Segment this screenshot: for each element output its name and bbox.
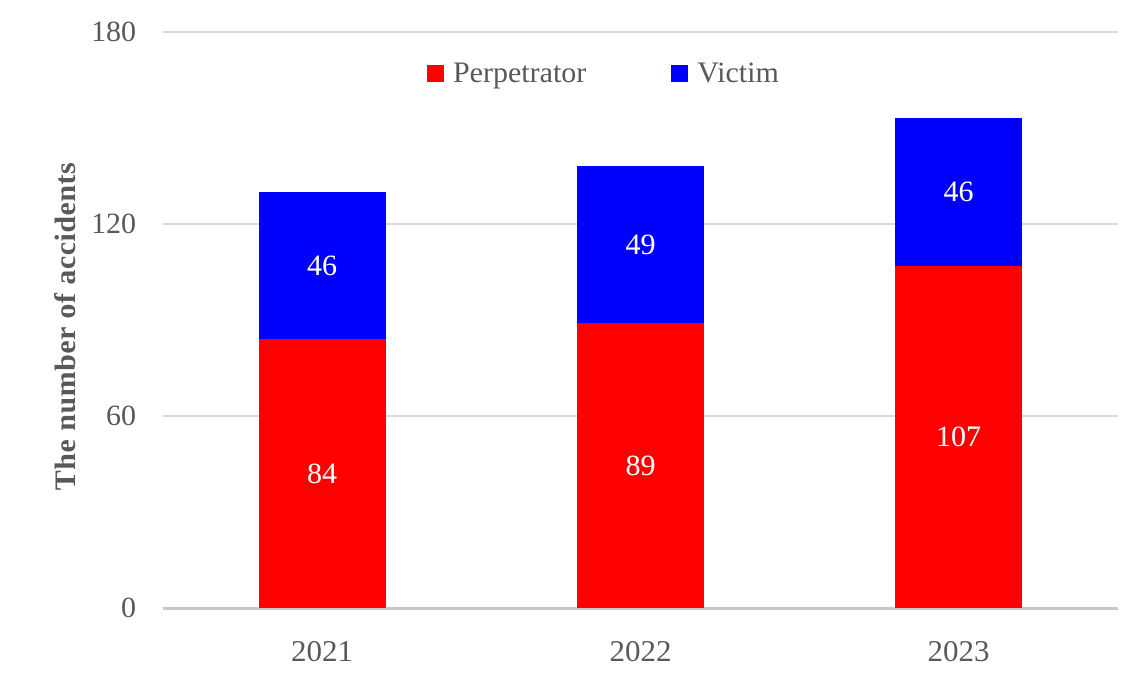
y-tick-label: 120 [91,207,136,240]
legend-swatch-perpetrator [427,64,444,82]
gridline [163,31,1118,33]
bar-segment-perpetrator-2021: 84 [258,339,386,608]
bar-value-label: 46 [307,248,337,282]
x-axis-line [163,607,1118,610]
bar-value-label: 46 [943,174,974,208]
y-tick-label: 0 [121,591,136,624]
bar-value-label: 107 [936,419,981,453]
legend-item-perpetrator: Perpetrator [427,56,586,90]
bar-segment-perpetrator-2023: 107 [895,265,1022,608]
bar-segment-perpetrator-2022: 89 [577,323,704,608]
bar-segment-victim-2021: 46 [258,192,386,340]
legend: Perpetrator Victim [427,56,779,90]
y-tick-label: 60 [106,399,136,432]
bar-segment-victim-2022: 49 [577,166,704,324]
bar-value-label: 84 [307,456,337,490]
x-tick-label: 2023 [927,633,990,668]
legend-label-victim: Victim [697,56,779,89]
x-tick-label: 2021 [291,633,353,668]
bar-value-label: 49 [625,227,656,261]
bar-segment-victim-2023: 46 [895,118,1022,266]
legend-label-perpetrator: Perpetrator [453,56,587,89]
legend-item-victim: Victim [671,56,779,90]
y-tick-label: 180 [91,15,136,48]
legend-swatch-victim [671,64,689,82]
x-tick-label: 2022 [609,633,672,668]
bar-value-label: 89 [625,448,656,482]
